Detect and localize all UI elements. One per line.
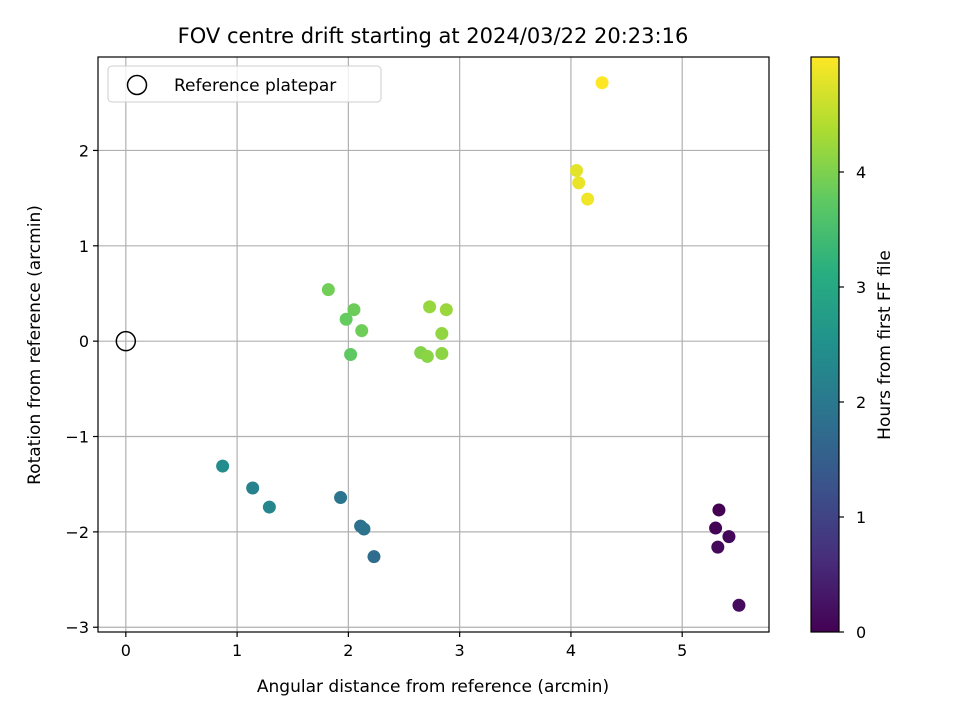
data-point: [595, 76, 609, 90]
x-tick-label: 3: [455, 641, 465, 660]
colorbar-label: Hours from first FF file: [875, 250, 895, 440]
data-point: [709, 521, 723, 535]
colorbar-tick-label: 2: [856, 393, 866, 412]
chart-title: FOV centre drift starting at 2024/03/22 …: [178, 24, 689, 48]
colorbar: 0 1 2 3 4 Hours from first FF file: [810, 56, 895, 642]
y-tick-label: 1: [79, 237, 89, 256]
data-point: [334, 491, 348, 505]
y-tick-label: −2: [65, 523, 89, 542]
data-point: [712, 503, 726, 517]
x-axis-ticks: 0 1 2 3 4 5: [121, 632, 687, 660]
data-point: [216, 459, 230, 473]
data-point: [569, 163, 583, 177]
legend-box: [107, 65, 382, 103]
colorbar-tick-label: 1: [856, 508, 866, 527]
data-point: [339, 312, 353, 326]
grid-lines: [98, 57, 769, 632]
x-tick-label: 4: [566, 641, 576, 660]
data-points: [115, 76, 746, 612]
colorbar-gradient: [810, 56, 840, 633]
colorbar-tick-label: 3: [856, 278, 866, 297]
y-axis-ticks: −3 −2 −1 0 1 2: [65, 141, 98, 637]
data-point: [732, 598, 746, 612]
y-tick-label: 0: [79, 332, 89, 351]
y-tick-label: 2: [79, 141, 89, 160]
x-tick-label: 2: [343, 641, 353, 660]
data-point: [435, 327, 449, 341]
data-point: [321, 283, 335, 297]
legend: Reference platepar: [107, 65, 382, 103]
data-point: [357, 522, 371, 536]
x-tick-label: 1: [232, 641, 242, 660]
data-point: [581, 192, 595, 206]
x-tick-label: 5: [677, 641, 687, 660]
colorbar-ticks: 0 1 2 3 4: [839, 163, 866, 642]
data-point: [347, 303, 361, 317]
data-point: [246, 481, 260, 495]
x-tick-label: 0: [121, 641, 131, 660]
data-point: [367, 550, 381, 564]
data-point: [572, 176, 586, 190]
colorbar-tick-label: 0: [856, 623, 866, 642]
data-point: [344, 348, 358, 362]
reference-point: [115, 330, 137, 352]
data-point: [423, 300, 437, 314]
y-tick-label: −3: [65, 618, 89, 637]
plot-frame: [97, 56, 770, 633]
legend-marker-reference: [126, 74, 148, 96]
y-axis-label: Rotation from reference (arcmin): [25, 205, 45, 485]
y-tick-label: −1: [65, 428, 89, 447]
data-point: [420, 349, 434, 363]
data-point: [355, 324, 369, 338]
data-point: [262, 500, 276, 514]
data-point: [439, 303, 453, 317]
data-point: [711, 540, 725, 554]
legend-label-reference: Reference platepar: [174, 76, 336, 96]
data-point: [722, 530, 736, 544]
x-axis-label: Angular distance from reference (arcmin): [257, 677, 609, 697]
colorbar-tick-label: 4: [856, 163, 866, 182]
data-point: [435, 347, 449, 361]
